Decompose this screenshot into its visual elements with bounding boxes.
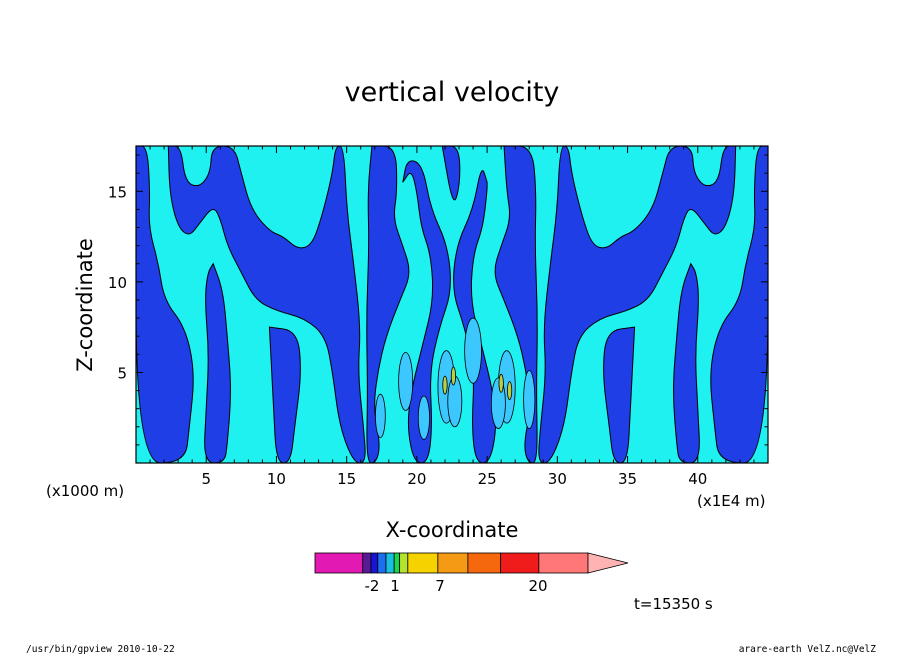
colorbar-segment: [538, 552, 589, 574]
contour-region-negative: [366, 146, 410, 463]
y-axis-label: Z-coordinate: [73, 238, 97, 372]
contour-region-negative: [538, 146, 737, 463]
contour-region-negative: [441, 146, 461, 201]
contour-field: [136, 146, 768, 463]
colorbar: [314, 552, 629, 574]
chart-title: vertical velocity: [345, 77, 560, 108]
x-unit-right: (x1E4 m): [697, 492, 766, 510]
y-tick-label: 10: [108, 274, 127, 292]
colorbar-segment: [467, 552, 502, 574]
x-tick-label: 5: [201, 470, 211, 488]
colorbar-segment: [437, 552, 469, 574]
time-label: t=15350 s: [634, 595, 713, 613]
colorbar-segment: [377, 552, 387, 574]
contour-region-negative: [136, 146, 194, 463]
contour-region-negative: [204, 262, 231, 463]
y-tick-label: 15: [108, 183, 127, 201]
x-tick-label: 35: [618, 470, 637, 488]
colorbar-segment: [500, 552, 540, 574]
contour-cell-positive: [523, 370, 536, 429]
x-axis: 5 10 15 20 25 30 35 40: [149, 146, 769, 488]
footer-left: /usr/bin/gpview 2010-10-22: [26, 644, 175, 654]
colorbar-segment: [407, 552, 439, 574]
contour-cell-strong: [450, 366, 457, 386]
colorbar-extension-arrow: [587, 552, 629, 574]
x-tick-label: 20: [407, 470, 426, 488]
y-axis: 5 10 15: [108, 154, 768, 446]
colorbar-segment: [393, 552, 401, 574]
x-tick-label: 25: [478, 470, 497, 488]
contour-cell-strong: [498, 373, 504, 393]
colorbar-label: 20: [528, 577, 547, 595]
contour-cell-strong: [442, 375, 448, 395]
colorbar-label: 7: [435, 577, 445, 595]
x-tick-label: 10: [267, 470, 286, 488]
x-tick-label: 15: [337, 470, 356, 488]
contour-region-negative: [603, 326, 636, 463]
contour-region-negative: [453, 170, 497, 463]
contour-cell-strong: [506, 381, 513, 400]
colorbar-segment: [385, 552, 395, 574]
x-axis-label: X-coordinate: [386, 518, 519, 542]
contour-region-negative: [402, 160, 451, 463]
colorbar-label: 1: [390, 577, 400, 595]
x-unit-left: (x1000 m): [46, 482, 124, 500]
colorbar-labels: -2 1 7 20: [365, 577, 548, 595]
contour-cell-positive: [398, 352, 414, 411]
contour-region-negative: [167, 146, 366, 463]
contour-cell-positive: [417, 395, 430, 440]
contour-cell-positive: [464, 317, 482, 384]
contour-region-negative: [494, 146, 538, 463]
contour-region-negative: [710, 146, 768, 463]
contour-region-negative: [673, 262, 700, 463]
y-tick-label: 5: [117, 364, 127, 382]
contour-region-negative: [268, 326, 301, 463]
colorbar-segment: [370, 552, 379, 574]
colorbar-segment: [362, 552, 372, 574]
colorbar-segment: [314, 552, 364, 574]
contour-cell-positive: [375, 393, 386, 439]
colorbar-label: -2: [365, 577, 380, 595]
colorbar-segment: [399, 552, 409, 574]
plot-frame: [135, 145, 769, 464]
x-tick-label: 40: [688, 470, 707, 488]
footer-right: arare-earth_VelZ.nc@VelZ: [739, 644, 877, 654]
x-tick-label: 30: [548, 470, 567, 488]
